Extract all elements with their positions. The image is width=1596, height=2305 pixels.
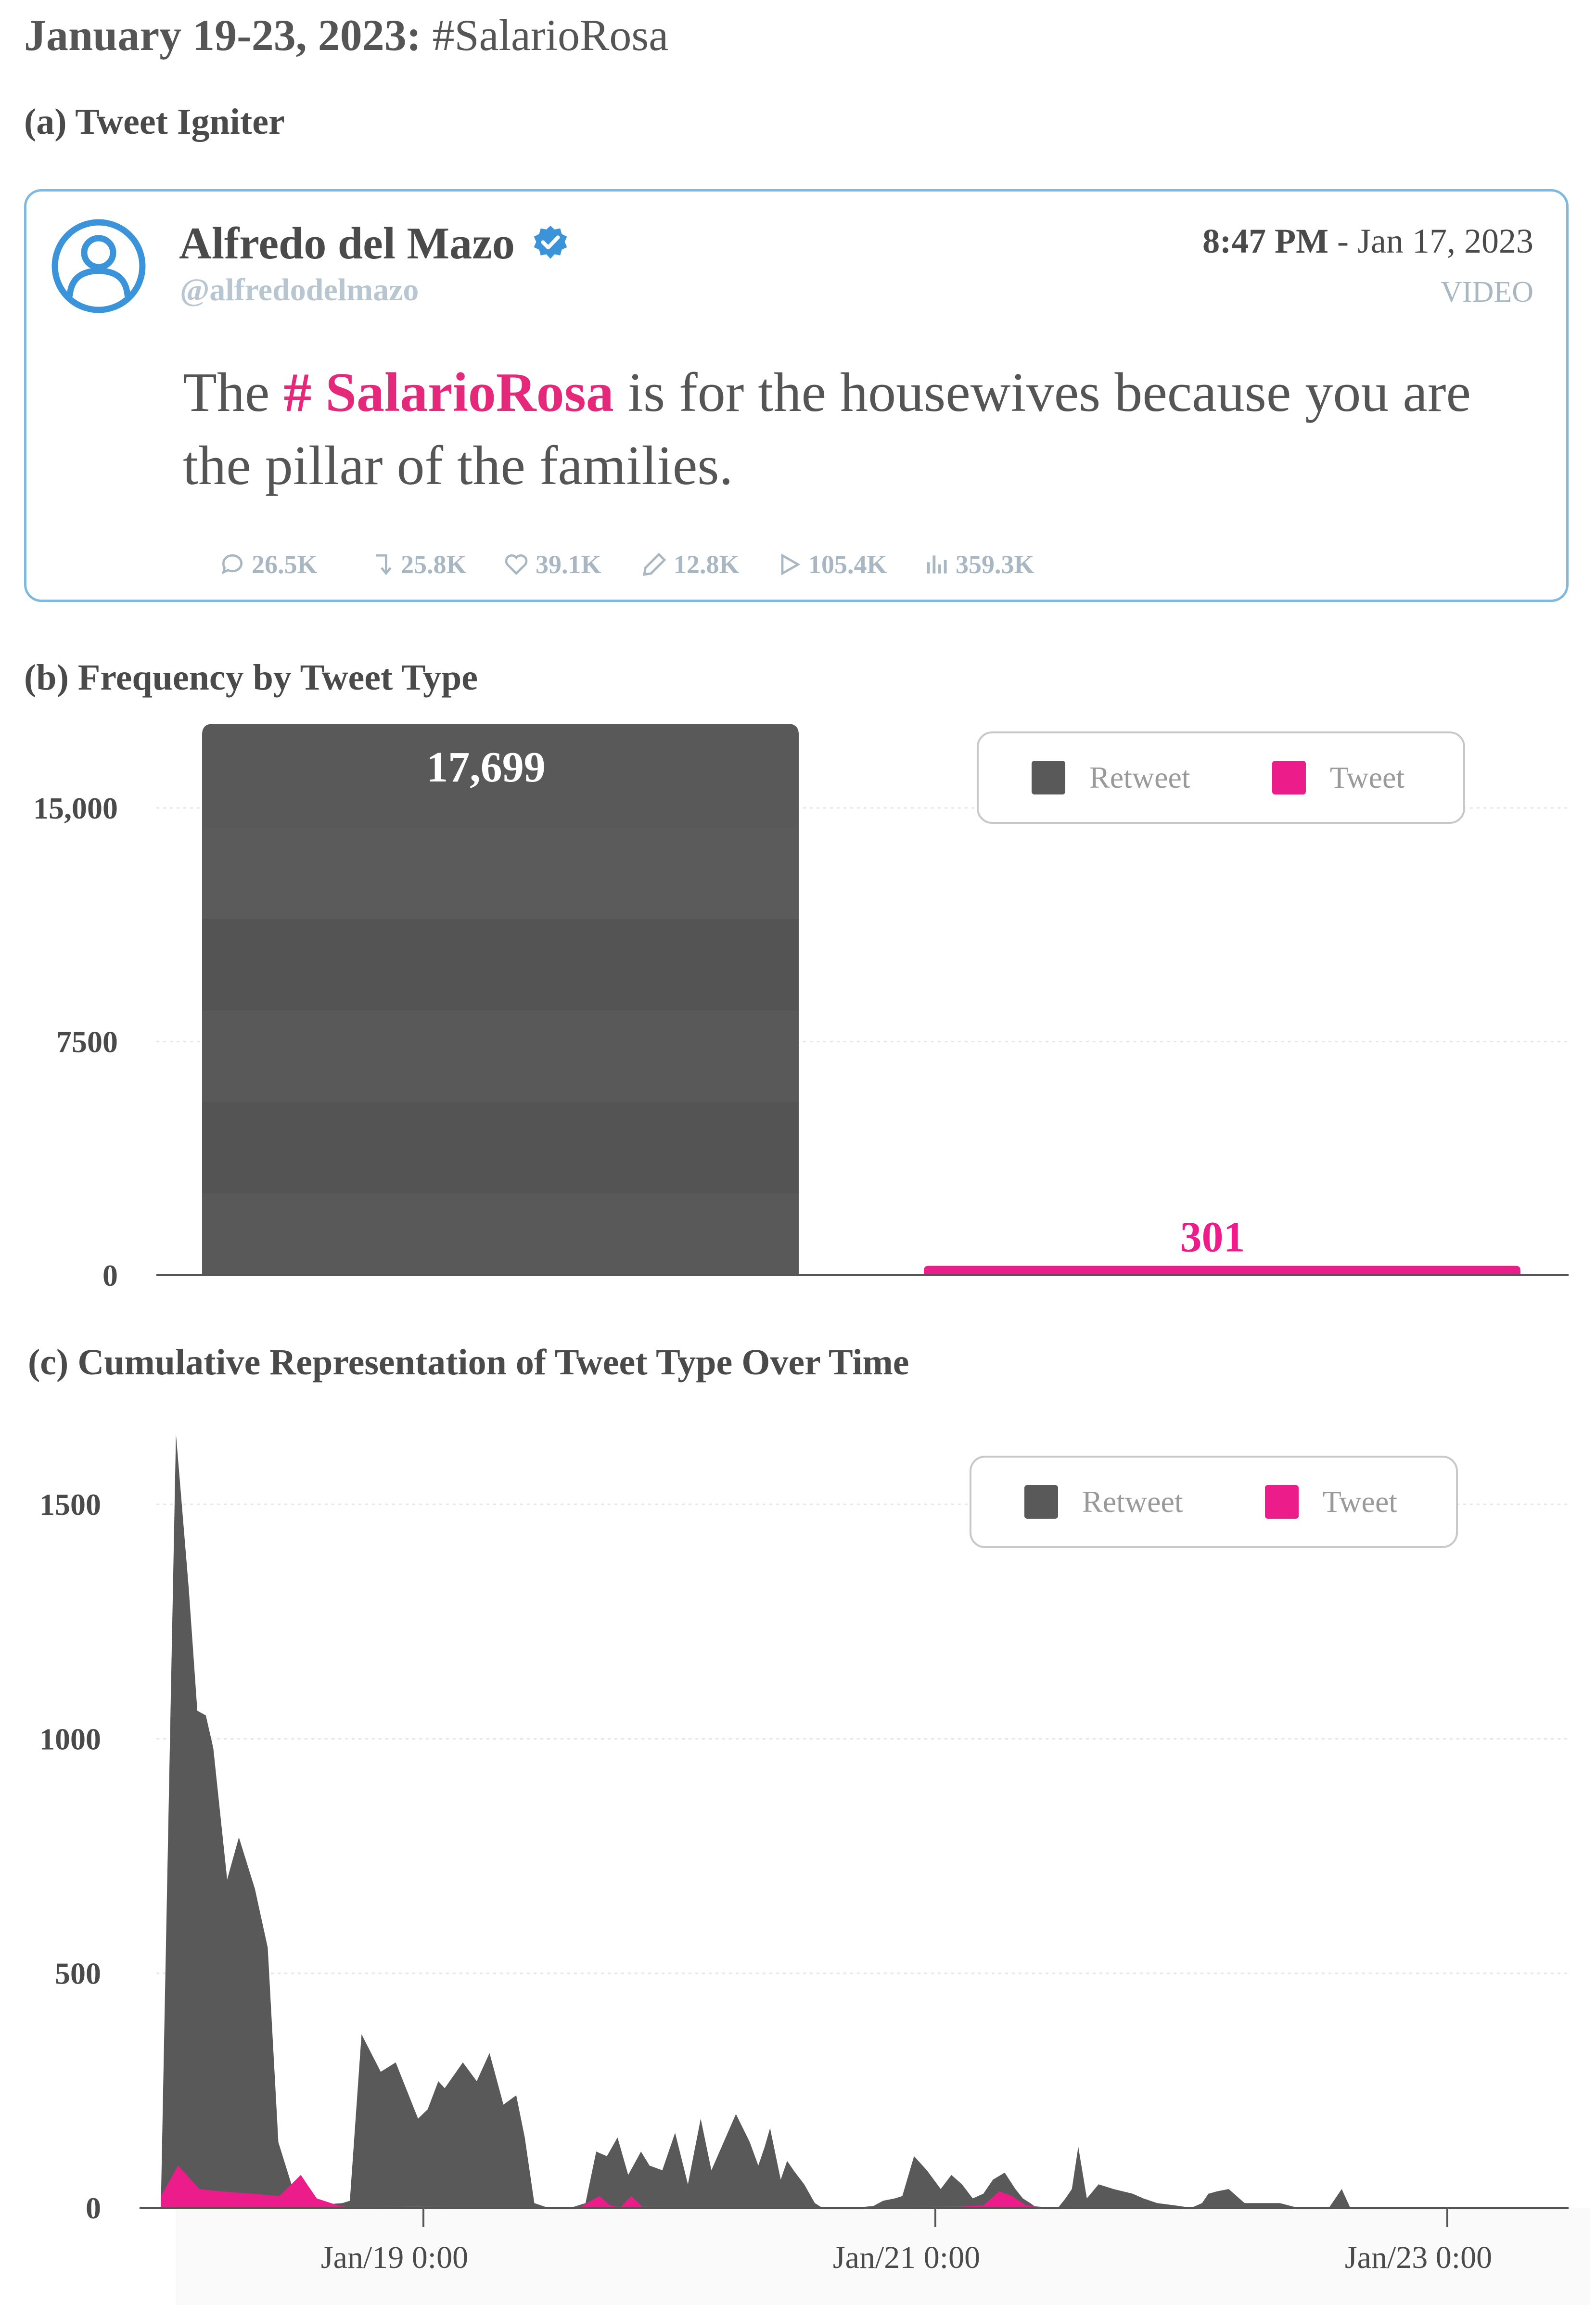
tweet-swatch	[1272, 761, 1306, 794]
y-tick-label: 0	[86, 2191, 101, 2225]
play-icon	[781, 553, 801, 576]
tweet-text-before: The	[183, 362, 270, 423]
y-tick-label: 500	[55, 1957, 101, 1991]
user-circle-icon[interactable]	[51, 218, 147, 314]
tweet-swatch	[1264, 1485, 1299, 1519]
quote-icon	[643, 552, 666, 576]
impressions-stat[interactable]: 359.3K	[923, 550, 1034, 579]
video-views-count: 105.4K	[808, 550, 887, 579]
area-chart-series	[140, 1434, 1596, 2209]
retweet-icon	[376, 554, 392, 576]
legend-label-retweet: Retweet	[1089, 760, 1190, 794]
legend-item-tweet: Tweet	[1272, 760, 1404, 795]
heart-icon	[505, 554, 528, 575]
y-tick-label: 0	[102, 1258, 118, 1293]
bar-tweet	[924, 1266, 1520, 1275]
retweet-swatch	[1024, 1485, 1058, 1519]
bar-band	[202, 919, 799, 1011]
title-hashtag: #SalarioRosa	[432, 11, 669, 60]
bar-chart-value-labels: 17,699 301	[426, 743, 1245, 1261]
legend-item-retweet: Retweet	[1032, 760, 1190, 795]
replies-count: 26.5K	[252, 550, 318, 579]
bar-chart-icon	[927, 555, 947, 574]
impressions-count: 359.3K	[956, 550, 1034, 579]
retweets-stat[interactable]: 25.8K	[368, 550, 467, 579]
legend-label-tweet: Tweet	[1322, 1485, 1398, 1519]
tweet-text-after: is for the housewives because you are th…	[183, 362, 1471, 497]
page-title: January 19-23, 2023: #SalarioRosa	[24, 10, 668, 61]
media-type-label: VIDEO	[1441, 276, 1533, 308]
y-tick-label: 15,000	[33, 791, 118, 825]
tweet-card[interactable]	[24, 189, 1569, 602]
area-tweet	[161, 2165, 1596, 2208]
bar-band	[202, 828, 799, 919]
bar-value-label: 17,699	[426, 743, 546, 791]
section-c-title: (c) Cumulative Representation of Tweet T…	[28, 1342, 909, 1383]
tweet-time: 8:47 PM	[1202, 222, 1329, 260]
bar-value-label: 301	[1180, 1214, 1245, 1261]
tweet-text: The # SalarioRosa is for the housewives …	[183, 356, 1482, 502]
y-tick-label: 7500	[56, 1024, 118, 1059]
bar-chart: 15,000 7500 0 17,699 301	[33, 724, 1569, 1293]
area-chart-legend: Retweet Tweet	[970, 1456, 1458, 1548]
x-tick-label: Jan/23 0:00	[1345, 2240, 1492, 2275]
area-chart-grid	[156, 1503, 1569, 1974]
area-retweet	[161, 1434, 1596, 2208]
quotes-count: 12.8K	[674, 550, 740, 579]
x-axis-band	[176, 2208, 1590, 2305]
comment-icon	[221, 554, 243, 575]
section-a-title: (a) Tweet Igniter	[24, 102, 285, 142]
area-chart-y-axis: 1500 1000 500 0	[39, 1487, 101, 2225]
bar-band	[202, 1102, 799, 1193]
area-chart-x-axis: Jan/19 0:00 Jan/21 0:00 Jan/23 0:00	[321, 2208, 1492, 2275]
retweets-count: 25.8K	[401, 550, 467, 579]
y-tick-label: 1000	[39, 1722, 101, 1756]
bar-chart-bars	[202, 724, 1520, 1275]
x-tick-label: Jan/21 0:00	[833, 2240, 980, 2275]
date-range: January 19-23, 2023:	[24, 11, 421, 60]
likes-count: 39.1K	[536, 550, 601, 579]
retweet-swatch	[1032, 761, 1065, 794]
tweet-hashtag-link[interactable]: # SalarioRosa	[283, 362, 614, 423]
tweet-timestamp[interactable]: 8:47 PM - Jan 17, 2023	[1202, 221, 1533, 261]
bar-chart-y-axis: 15,000 7500 0	[33, 791, 118, 1293]
quotes-stat[interactable]: 12.8K	[641, 550, 740, 579]
bar-chart-legend: Retweet Tweet	[977, 731, 1465, 824]
legend-label-tweet: Tweet	[1329, 760, 1405, 794]
author-handle[interactable]: @alfredodelmazo	[180, 272, 419, 307]
likes-stat[interactable]: 39.1K	[503, 550, 601, 579]
y-tick-label: 1500	[39, 1487, 101, 1522]
legend-label-retweet: Retweet	[1082, 1485, 1183, 1519]
tweet-date: - Jan 17, 2023	[1337, 222, 1533, 260]
section-b-title: (b) Frequency by Tweet Type	[24, 657, 478, 698]
legend-item-retweet: Retweet	[1024, 1484, 1183, 1520]
bar-band	[202, 1011, 799, 1102]
video-views-stat[interactable]: 105.4K	[776, 550, 887, 579]
x-tick-label: Jan/19 0:00	[321, 2240, 468, 2275]
replies-stat[interactable]: 26.5K	[219, 550, 318, 579]
verified-badge-icon	[532, 224, 569, 262]
legend-item-tweet: Tweet	[1264, 1484, 1398, 1520]
author-name[interactable]: Alfredo del Mazo	[179, 218, 515, 269]
